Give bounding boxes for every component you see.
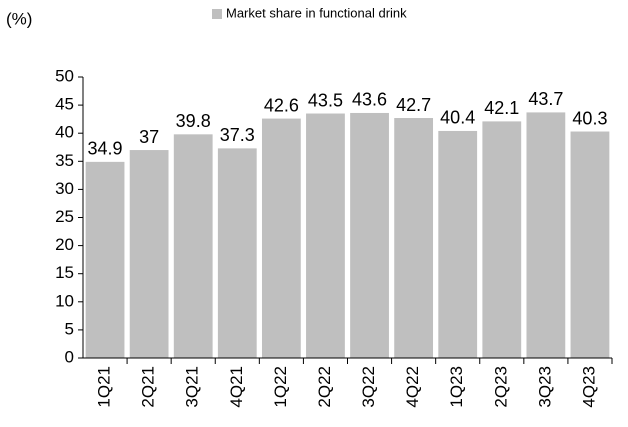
bar [306, 113, 345, 358]
bar [350, 112, 389, 358]
x-tick-label: 2Q23 [491, 366, 510, 408]
bar [85, 161, 125, 358]
bar [438, 130, 478, 358]
y-tick-label: 45 [55, 95, 74, 114]
x-tick-label: 1Q23 [447, 366, 466, 408]
value-label: 34.9 [88, 139, 123, 159]
value-label: 42.7 [396, 95, 431, 115]
bar [217, 148, 257, 358]
y-tick-label: 0 [65, 347, 74, 366]
y-tick-label: 40 [55, 123, 74, 142]
x-tick-label: 4Q23 [579, 366, 598, 408]
y-tick-label: 15 [55, 263, 74, 282]
legend-label: Market share in functional drink [226, 5, 407, 20]
bar [526, 112, 566, 358]
x-tick-label: 2Q22 [315, 366, 334, 408]
value-label: 39.8 [176, 111, 211, 131]
bar [129, 150, 169, 358]
y-tick-label: 25 [55, 207, 74, 226]
x-tick-label: 4Q22 [403, 366, 422, 408]
y-tick-label: 35 [55, 151, 74, 170]
bar [394, 118, 434, 358]
value-label: 40.4 [440, 108, 475, 128]
value-label: 37.3 [220, 125, 255, 145]
y-tick-label: 50 [55, 66, 74, 85]
value-label: 43.7 [528, 89, 563, 109]
x-tick-label: 3Q23 [535, 366, 554, 408]
y-tick-label: 20 [55, 235, 74, 254]
value-label: 43.5 [308, 90, 343, 110]
x-tick-label: 3Q21 [183, 366, 202, 408]
bar [261, 118, 301, 358]
value-label: 40.3 [572, 108, 607, 128]
x-tick-label: 3Q22 [359, 366, 378, 408]
bar [570, 131, 610, 358]
bar [482, 121, 522, 358]
y-tick-label: 30 [55, 179, 74, 198]
x-tick-label: 2Q21 [139, 366, 158, 408]
y-tick-label: 10 [55, 291, 74, 310]
value-label: 43.6 [352, 90, 387, 110]
x-tick-label: 1Q21 [95, 366, 114, 408]
y-tick-label: 5 [65, 319, 74, 338]
value-label: 42.1 [484, 98, 519, 118]
y-axis-label: (%) [6, 9, 32, 28]
x-tick-label: 1Q22 [271, 366, 290, 408]
legend-swatch [212, 9, 222, 19]
value-label: 42.6 [264, 95, 299, 115]
value-label: 37 [139, 127, 159, 147]
x-tick-label: 4Q21 [227, 366, 246, 408]
bar [173, 134, 213, 358]
